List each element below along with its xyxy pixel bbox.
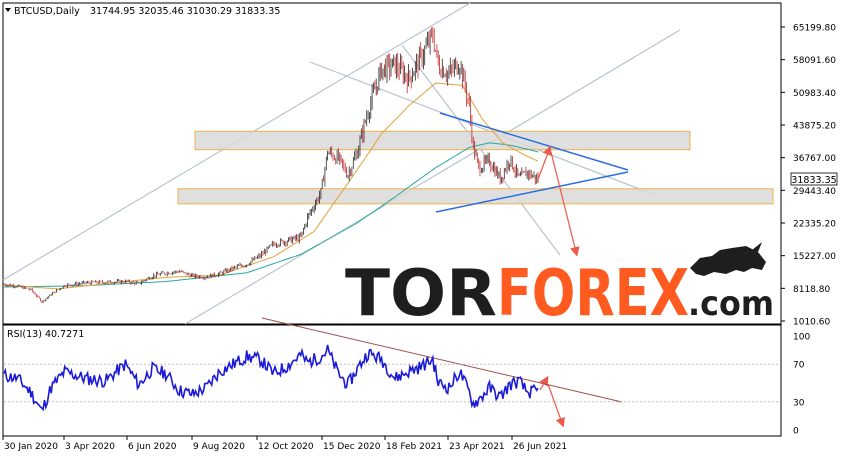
price-tick-label: 1010.60 bbox=[793, 318, 830, 328]
time-axis: 30 Jan 2020 3 Apr 2020 6 Jun 2020 9 Aug 202… bbox=[2, 436, 567, 452]
price-tick-label: 8118.80 bbox=[793, 285, 830, 295]
rsi-level-lines bbox=[4, 363, 780, 403]
logo-com-text: .com bbox=[688, 284, 774, 324]
ma-fast-line bbox=[3, 82, 539, 290]
dropdown-triangle-icon[interactable] bbox=[5, 8, 11, 12]
price-badge: 31833.35 bbox=[790, 172, 838, 186]
price-tick-label: 50983.40 bbox=[793, 89, 836, 99]
price-zone bbox=[194, 130, 691, 151]
bull-icon bbox=[690, 246, 766, 276]
rsi-tick-label: 70 bbox=[793, 361, 805, 371]
triangle-pattern bbox=[435, 112, 629, 213]
logo-tor-text: TOR bbox=[345, 257, 497, 331]
rsi-trendline bbox=[261, 317, 623, 403]
rsi-line bbox=[3, 344, 539, 412]
rsi-axis: 100 70 30 0 bbox=[793, 333, 810, 437]
bull-horn-icon bbox=[752, 242, 762, 252]
time-tick-label: 23 Apr 2021 bbox=[449, 442, 505, 452]
logo-forex-text: FOREX bbox=[497, 257, 689, 331]
price-zone bbox=[177, 188, 774, 205]
rsi-panel bbox=[2, 324, 782, 437]
price-tick-label: 36767.00 bbox=[793, 154, 836, 164]
time-tick-label: 12 Oct 2020 bbox=[258, 442, 314, 452]
price-badge-text: 31833.35 bbox=[791, 175, 836, 186]
time-tick-label: 30 Jan 2020 bbox=[4, 442, 58, 452]
symbol-label: BTCUSD,Daily bbox=[14, 6, 80, 17]
price-panel bbox=[2, 2, 782, 325]
forecast-arrows bbox=[536, 145, 580, 428]
torforex-logo: TOR FOREX .com bbox=[345, 242, 774, 331]
ohlc-values: 31744.95 32035.46 31030.29 31833.35 bbox=[90, 6, 280, 17]
time-tick-label: 3 Apr 2020 bbox=[65, 442, 115, 452]
time-tick-label: 6 Jun 2020 bbox=[128, 442, 177, 452]
candles bbox=[3, 27, 539, 304]
price-tick-label: 15227.00 bbox=[793, 252, 836, 262]
time-tick-label: 18 Feb 2021 bbox=[386, 442, 442, 452]
price-axis: 65199.80 58091.60 50983.40 43875.20 36767.00… bbox=[781, 24, 836, 328]
rsi-tick-label: 30 bbox=[793, 398, 805, 408]
time-tick-label: 26 Jun 2021 bbox=[513, 442, 567, 452]
rsi-label: RSI(13) 40.7271 bbox=[7, 329, 84, 340]
price-tick-label: 65199.80 bbox=[793, 24, 836, 34]
time-tick-label: 15 Dec 2020 bbox=[323, 442, 381, 452]
price-tick-label: 58091.60 bbox=[793, 56, 836, 66]
chart-header: BTCUSD,Daily 31744.95 32035.46 31030.29 … bbox=[5, 6, 280, 17]
rsi-tick-label: 0 bbox=[793, 427, 799, 437]
support-resistance-zones bbox=[177, 130, 774, 205]
rsi-tick-label: 100 bbox=[793, 333, 810, 343]
time-tick-label: 9 Aug 2020 bbox=[193, 442, 245, 452]
price-tick-label: 43875.20 bbox=[793, 122, 836, 132]
price-tick-label: 22335.20 bbox=[793, 220, 836, 230]
price-tick-label: 29443.40 bbox=[793, 187, 836, 197]
